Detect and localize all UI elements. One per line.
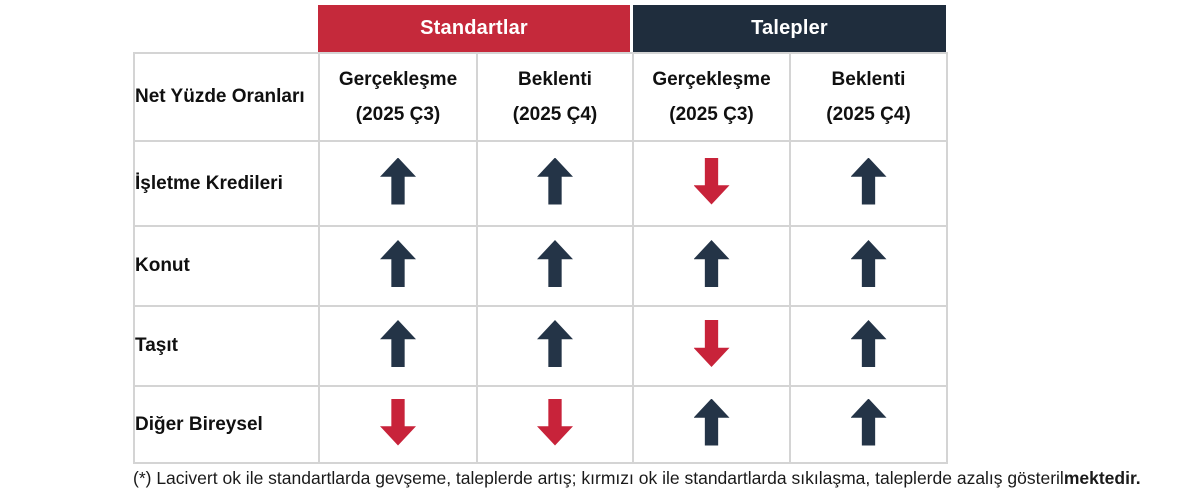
standards-group-header: Standartlar	[318, 5, 630, 52]
row-label: Konut	[133, 225, 320, 307]
footnote-text: (*) Lacivert ok ile standartlarda gevşem…	[133, 468, 1064, 488]
arrow-cell	[632, 140, 791, 227]
header-line: (2025 Ç4)	[512, 104, 598, 125]
arrow-cell	[476, 385, 634, 464]
row-label: İşletme Kredileri	[133, 140, 320, 227]
trend-arrow-icon	[537, 157, 573, 205]
trend-arrow-icon	[850, 240, 887, 287]
trend-arrow-icon	[850, 398, 887, 446]
header-line: Gerçekleşme	[338, 68, 458, 90]
arrow-cell	[789, 385, 948, 464]
arrow-cell	[632, 305, 791, 387]
header-line: Beklenti	[518, 68, 592, 90]
trend-arrow-icon	[537, 398, 573, 446]
arrow-cell	[789, 140, 948, 227]
arrow-cell	[318, 305, 478, 387]
column-header-row: Net Yüzde Oranları Gerçekleşme (2025 Ç3)…	[133, 52, 948, 142]
footnote: (*) Lacivert ok ile standartlarda gevşem…	[133, 466, 1193, 491]
trend-arrow-icon	[693, 157, 730, 205]
trend-arrow-icon	[537, 240, 573, 287]
col-header-standards-actual: Gerçekleşme (2025 Ç3)	[318, 52, 478, 142]
trend-arrow-icon	[380, 157, 416, 205]
row-label: Taşıt	[133, 305, 320, 387]
credit-survey-table: Net Yüzde Oranları Gerçekleşme (2025 Ç3)…	[133, 52, 948, 464]
header-line: Beklenti	[831, 68, 906, 90]
trend-arrow-icon	[693, 320, 730, 367]
header-line: (2025 Ç3)	[669, 104, 754, 125]
arrow-cell	[789, 305, 948, 387]
arrow-cell	[632, 385, 791, 464]
col-header-demands-actual: Gerçekleşme (2025 Ç3)	[632, 52, 791, 142]
col-header-demands-expectation: Beklenti (2025 Ç4)	[789, 52, 948, 142]
table-row-housing: Konut	[133, 225, 948, 307]
trend-arrow-icon	[850, 320, 887, 367]
arrow-cell	[318, 225, 478, 307]
trend-arrow-icon	[850, 157, 887, 205]
trend-arrow-icon	[537, 320, 573, 367]
table-row-vehicle: Taşıt	[133, 305, 948, 387]
arrow-cell	[476, 305, 634, 387]
corner-header: Net Yüzde Oranları	[133, 52, 320, 142]
arrow-cell	[632, 225, 791, 307]
col-header-standards-expectation: Beklenti (2025 Ç4)	[476, 52, 634, 142]
trend-arrow-icon	[380, 320, 416, 367]
demands-group-header: Talepler	[633, 5, 946, 52]
footnote-text-bold: mektedir.	[1063, 468, 1141, 488]
trend-arrow-icon	[693, 398, 730, 446]
header-line: (2025 Ç4)	[826, 104, 911, 125]
header-line: Gerçekleşme	[652, 68, 771, 90]
trend-arrow-icon	[693, 240, 730, 287]
table-row-business-loans: İşletme Kredileri	[133, 140, 948, 227]
header-line: (2025 Ç3)	[355, 104, 441, 125]
trend-arrow-icon	[380, 240, 416, 287]
arrow-cell	[789, 225, 948, 307]
row-label: Diğer Bireysel	[133, 385, 320, 464]
trend-arrow-icon	[380, 398, 416, 446]
arrow-cell	[476, 225, 634, 307]
arrow-cell	[318, 140, 478, 227]
arrow-cell	[476, 140, 634, 227]
table-row-other-consumer: Diğer Bireysel	[133, 385, 948, 464]
arrow-cell	[318, 385, 478, 464]
